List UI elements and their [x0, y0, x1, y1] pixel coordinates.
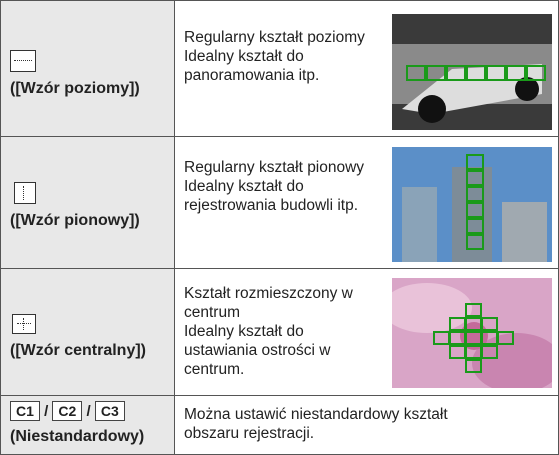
- icon: [14, 182, 36, 204]
- icon-label: C1: [10, 401, 40, 421]
- example-image: [392, 14, 552, 130]
- row-description: Można ustawić niestandardowy kształt obs…: [184, 406, 448, 442]
- row-description: Regularny kształt poziomy Idealny kształt…: [184, 28, 374, 85]
- separator: /: [44, 403, 49, 420]
- row-description: Kształt rozmieszczony w centrum Idealny k…: [184, 284, 374, 379]
- icon: [12, 314, 36, 334]
- description-line: Regularny kształt pionowy: [184, 159, 365, 176]
- custom-icons: C1 / C2 / C3: [10, 401, 125, 421]
- example-image: [392, 278, 552, 388]
- row-label: ([Wzór pionowy]): [10, 212, 140, 229]
- description-line: Kształt rozmieszczony w centrum: [184, 285, 353, 321]
- icon-label: C2: [52, 401, 83, 421]
- row-label: ([Wzór poziomy]): [10, 80, 140, 97]
- row-description: Regularny kształt pionowy Idealny kształt…: [184, 158, 374, 215]
- row-label: ([Wzór centralny]): [10, 342, 146, 359]
- label-column: [0, 0, 174, 455]
- separator: /: [86, 403, 91, 420]
- row-label: (Niestandardowy): [10, 428, 145, 445]
- icon: [10, 50, 36, 72]
- description-line: Idealny kształt do rejestrowania budowli…: [184, 178, 359, 214]
- example-image: [392, 147, 552, 262]
- description-line: Regularny kształt poziomy: [184, 29, 365, 46]
- description-line: Idealny kształt do panoramowania itp.: [184, 48, 320, 84]
- description-line: Idealny kształt do ustawiania ostrości w…: [184, 323, 331, 378]
- icon-label: C3: [94, 401, 125, 421]
